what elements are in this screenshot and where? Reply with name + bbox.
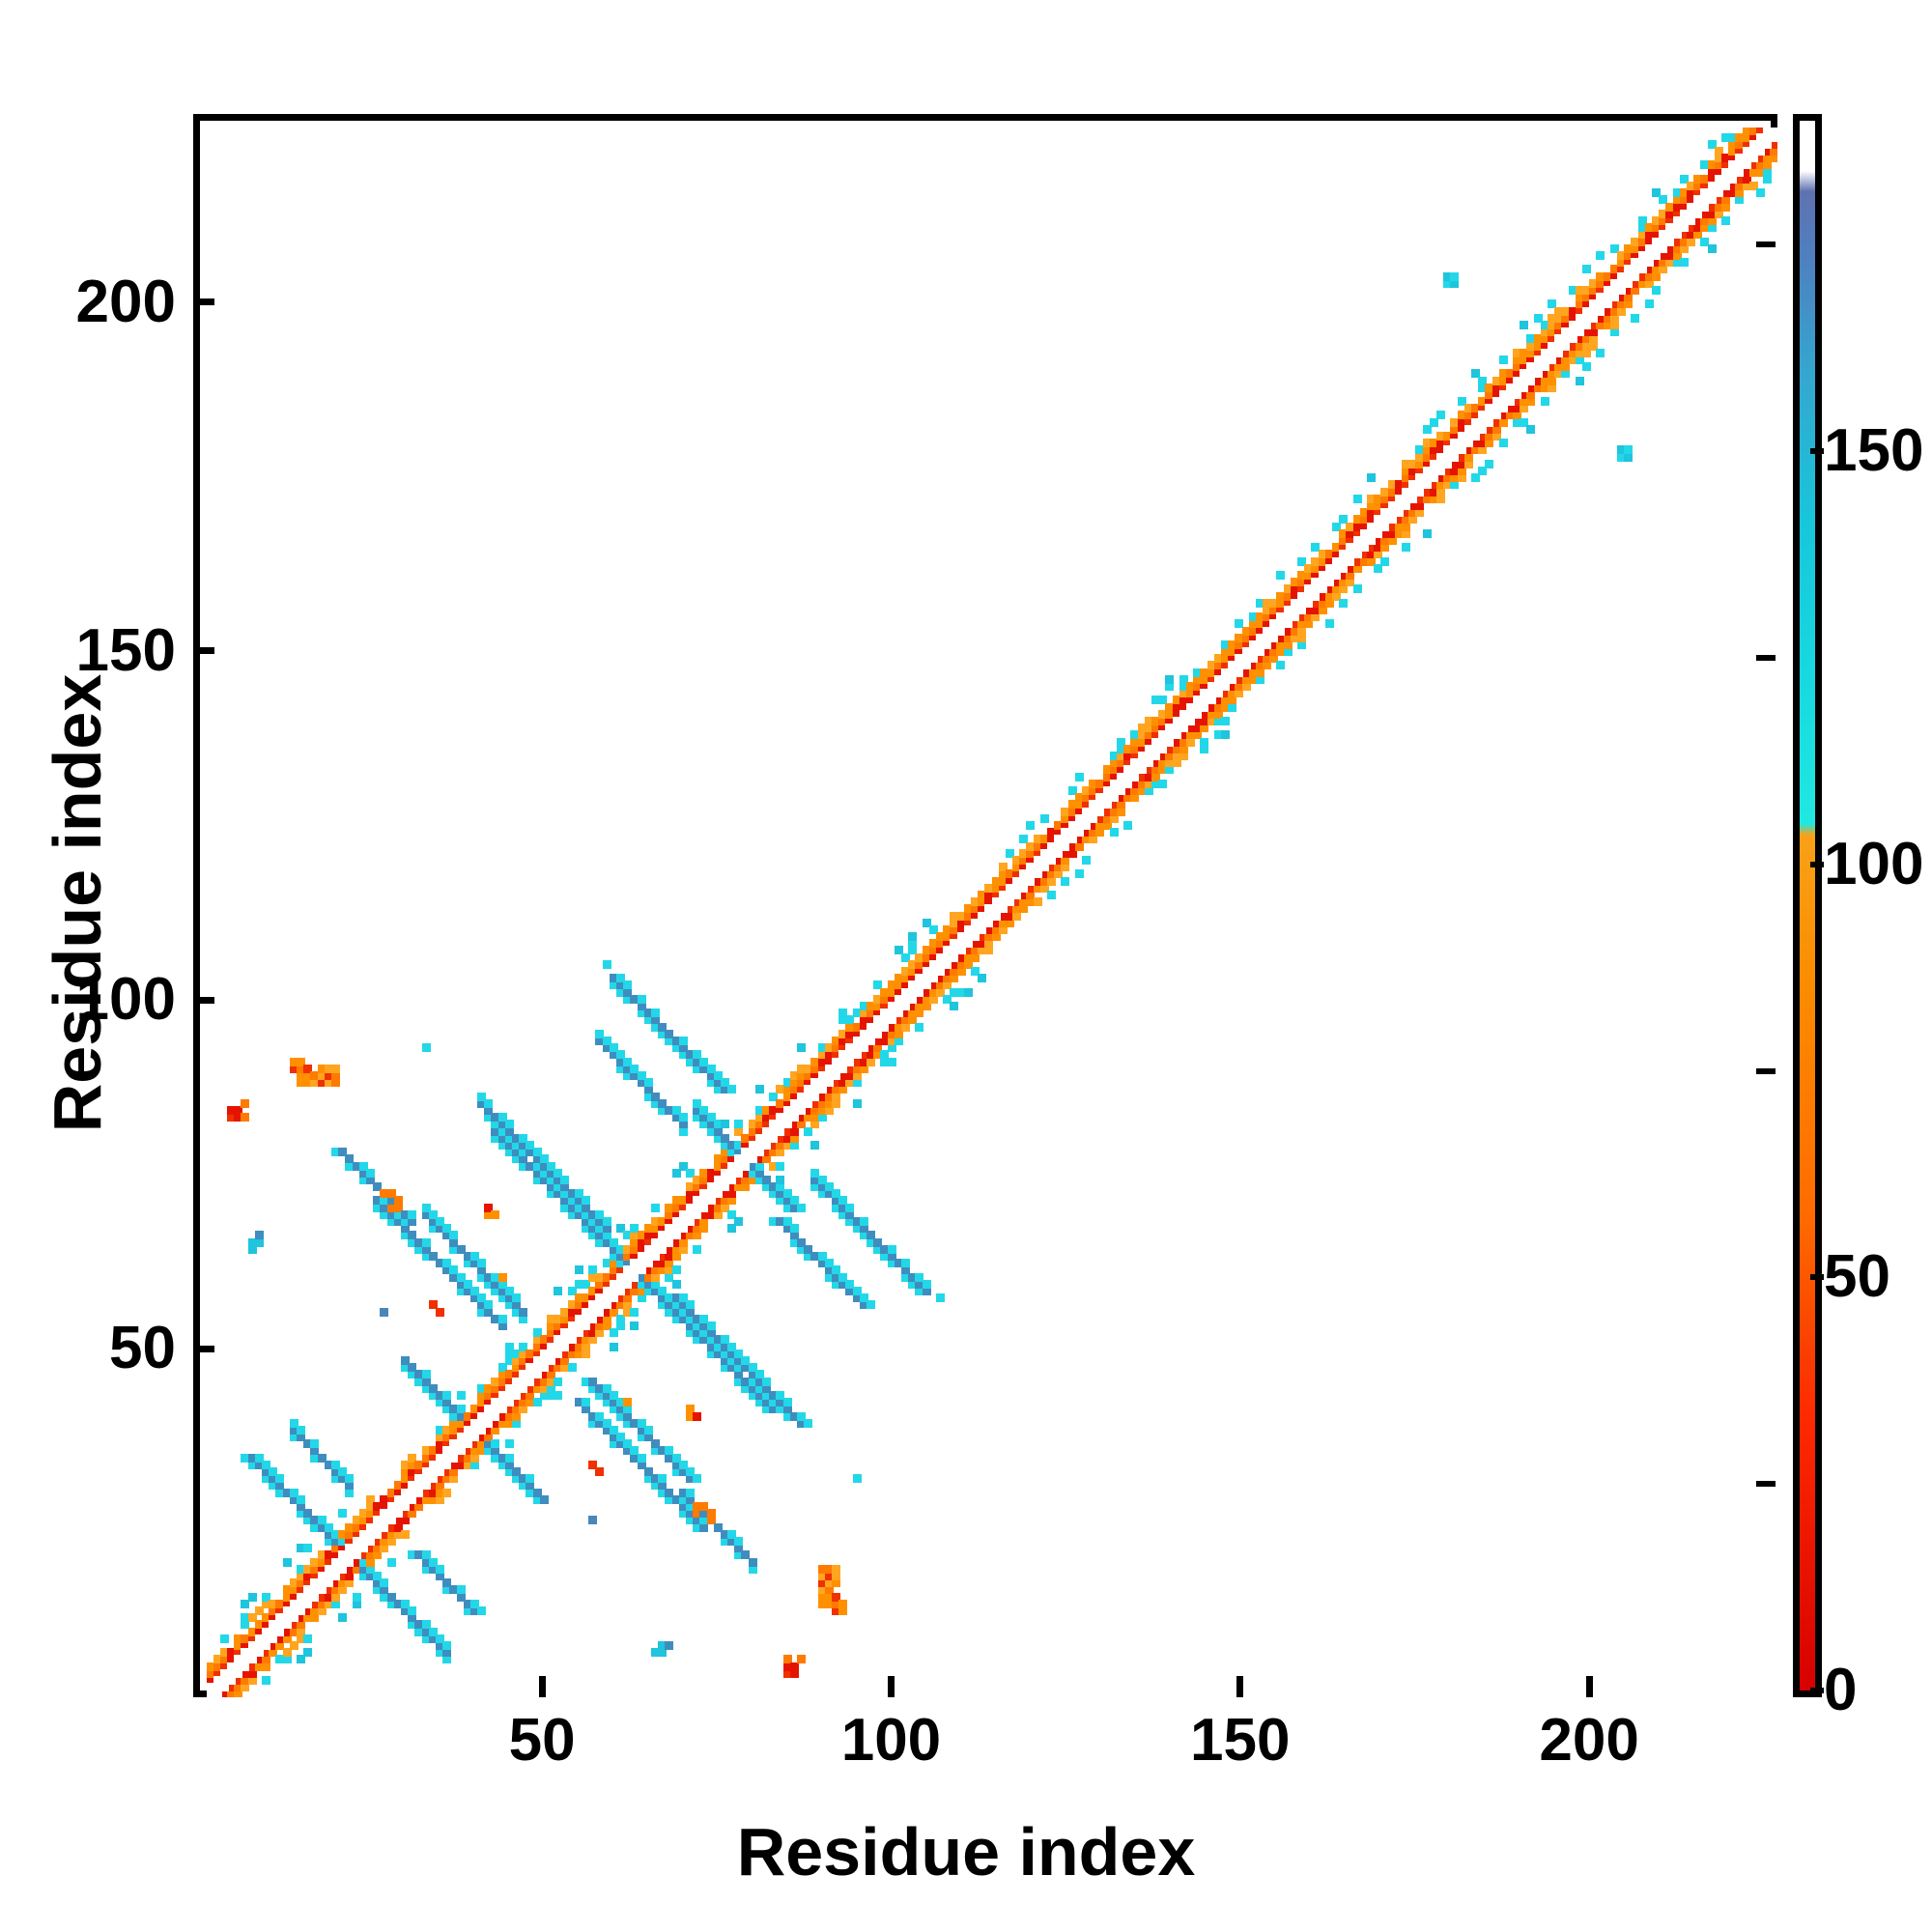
y-tick-mark [193,1345,214,1352]
colorbar-tick-label: 50 [1824,1243,1890,1311]
contact-map-heatmap [207,128,1777,1697]
colorbar-minor-tick [1756,1481,1776,1488]
y-tick-mark [193,996,214,1004]
colorbar-frame [1793,114,1822,1697]
x-tick-label: 100 [840,1707,942,1774]
x-tick-mark [1236,1676,1244,1697]
colorbar-tick-label: 100 [1824,830,1924,897]
x-tick-label: 200 [1539,1707,1639,1774]
y-tick-mark [193,298,214,306]
x-tick-mark [538,1676,546,1697]
y-tick-label: 150 [75,616,176,684]
colorbar-minor-tick [1756,242,1776,248]
plot-area [193,114,1777,1697]
y-tick-mark [193,647,214,655]
y-tick-label: 100 [75,966,176,1033]
colorbar-tick-mark [1810,1688,1824,1693]
y-axis-label: Residue index [40,673,115,1133]
x-tick-mark [1585,1676,1593,1697]
colorbar-tick-label: 150 [1824,417,1924,485]
y-tick-label: 200 [75,268,176,335]
colorbar-tick-label: 0 [1824,1657,1858,1723]
x-axis-label: Residue index [736,1814,1196,1889]
y-tick-label: 50 [109,1315,176,1382]
x-tick-mark [887,1676,895,1697]
colorbar [1793,114,1822,1697]
colorbar-gradient [1800,121,1815,1690]
colorbar-minor-tick [1756,1067,1776,1074]
colorbar-tick-mark [1810,448,1824,455]
colorbar-tick-mark [1810,1274,1824,1281]
colorbar-minor-tick [1756,654,1776,661]
colorbar-tick-mark [1810,861,1824,867]
x-tick-label: 150 [1190,1707,1291,1774]
x-tick-label: 50 [508,1707,576,1774]
